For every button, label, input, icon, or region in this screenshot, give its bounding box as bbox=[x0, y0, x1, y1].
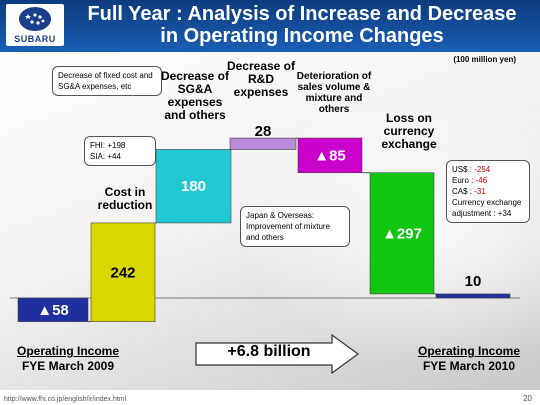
value-label-3: 28 bbox=[255, 123, 272, 140]
value-label-4: ▲85 bbox=[314, 147, 346, 164]
callout-fixed-cost: Decrease of fixed cost and SG&A expenses… bbox=[52, 66, 162, 96]
value-label-6: 10 bbox=[465, 273, 482, 290]
value-label-2: 180 bbox=[181, 178, 206, 195]
right-arrow-icon bbox=[195, 333, 360, 375]
label-sga: Decrease of SG&A expenses and others bbox=[160, 69, 230, 122]
subaru-logo: SUBARU bbox=[6, 4, 64, 46]
callout-cad: CA$ : -31 bbox=[452, 186, 524, 197]
callout-currency-breakdown: US$ : -254 Euro : -46 CA$ : -31 Currency… bbox=[446, 160, 530, 223]
start-label-line-1: Operating Income bbox=[16, 344, 120, 358]
footer-url[interactable]: http://www.fhi.co.jp/english/ir/index.ht… bbox=[4, 396, 127, 403]
waterfall-bar-6 bbox=[435, 293, 511, 299]
waterfall-bar-4 bbox=[297, 137, 363, 174]
euro-label: Euro : bbox=[452, 176, 476, 185]
label-rnd: Decrease of R&D expenses bbox=[226, 59, 296, 99]
usd-value: -254 bbox=[474, 165, 491, 174]
increase-arrow: +6.8 billion bbox=[194, 333, 360, 375]
increase-amount: +6.8 billion bbox=[227, 343, 311, 360]
end-label-line-2: FYE March 2010 bbox=[422, 359, 516, 373]
callout-fhi-sia: FHI: +198 SIA: +44 bbox=[84, 136, 156, 166]
label-currency: Loss on currency exchange bbox=[381, 111, 437, 151]
label-cost-reduction: Cost in reduction bbox=[97, 185, 153, 212]
start-label: Operating Income FYE March 2009 bbox=[4, 344, 132, 374]
logo-text: SUBARU bbox=[14, 34, 56, 44]
callout-sia: SIA: +44 bbox=[90, 152, 121, 161]
pleiades-stars-icon bbox=[19, 7, 51, 31]
start-label-line-2: FYE March 2009 bbox=[21, 359, 115, 373]
waterfall-bar-3 bbox=[229, 137, 297, 150]
callout-fhi: FHI: +198 bbox=[90, 141, 126, 150]
end-label: Operating Income FYE March 2010 bbox=[404, 344, 534, 374]
end-label-line-1: Operating Income bbox=[417, 344, 521, 358]
euro-value: -46 bbox=[475, 176, 488, 185]
callout-euro: Euro : -46 bbox=[452, 175, 524, 186]
page-title: Full Year : Analysis of Increase and Dec… bbox=[70, 3, 534, 47]
value-label-1: 242 bbox=[110, 264, 135, 281]
unit-label: (100 million yen) bbox=[453, 55, 516, 64]
waterfall-bar-2 bbox=[155, 149, 232, 224]
callout-usd: US$ : -254 bbox=[452, 164, 524, 175]
cad-value: -31 bbox=[474, 187, 486, 196]
page-number: 20 bbox=[523, 394, 532, 403]
callout-japan-overseas: Japan & Overseas: Improvement of mixture… bbox=[240, 206, 350, 247]
usd-label: US$ : bbox=[452, 165, 475, 174]
title-line-2: in Operating Income Changes bbox=[160, 25, 444, 47]
slide-header: SUBARU Full Year : Analysis of Increase … bbox=[0, 0, 540, 52]
waterfall-bar-0 bbox=[17, 297, 89, 322]
value-label-5: ▲297 bbox=[382, 225, 422, 242]
callout-adjustment: Currency exchange adjustment : +34 bbox=[452, 198, 522, 218]
label-sales: Deterioration of sales volume & mixture … bbox=[296, 71, 372, 115]
title-line-1: Full Year : Analysis of Increase and Dec… bbox=[87, 3, 517, 25]
cad-label: CA$ : bbox=[452, 187, 475, 196]
value-label-0: ▲58 bbox=[37, 302, 69, 319]
waterfall-bar-5 bbox=[369, 172, 435, 295]
waterfall-bar-1 bbox=[90, 222, 156, 322]
